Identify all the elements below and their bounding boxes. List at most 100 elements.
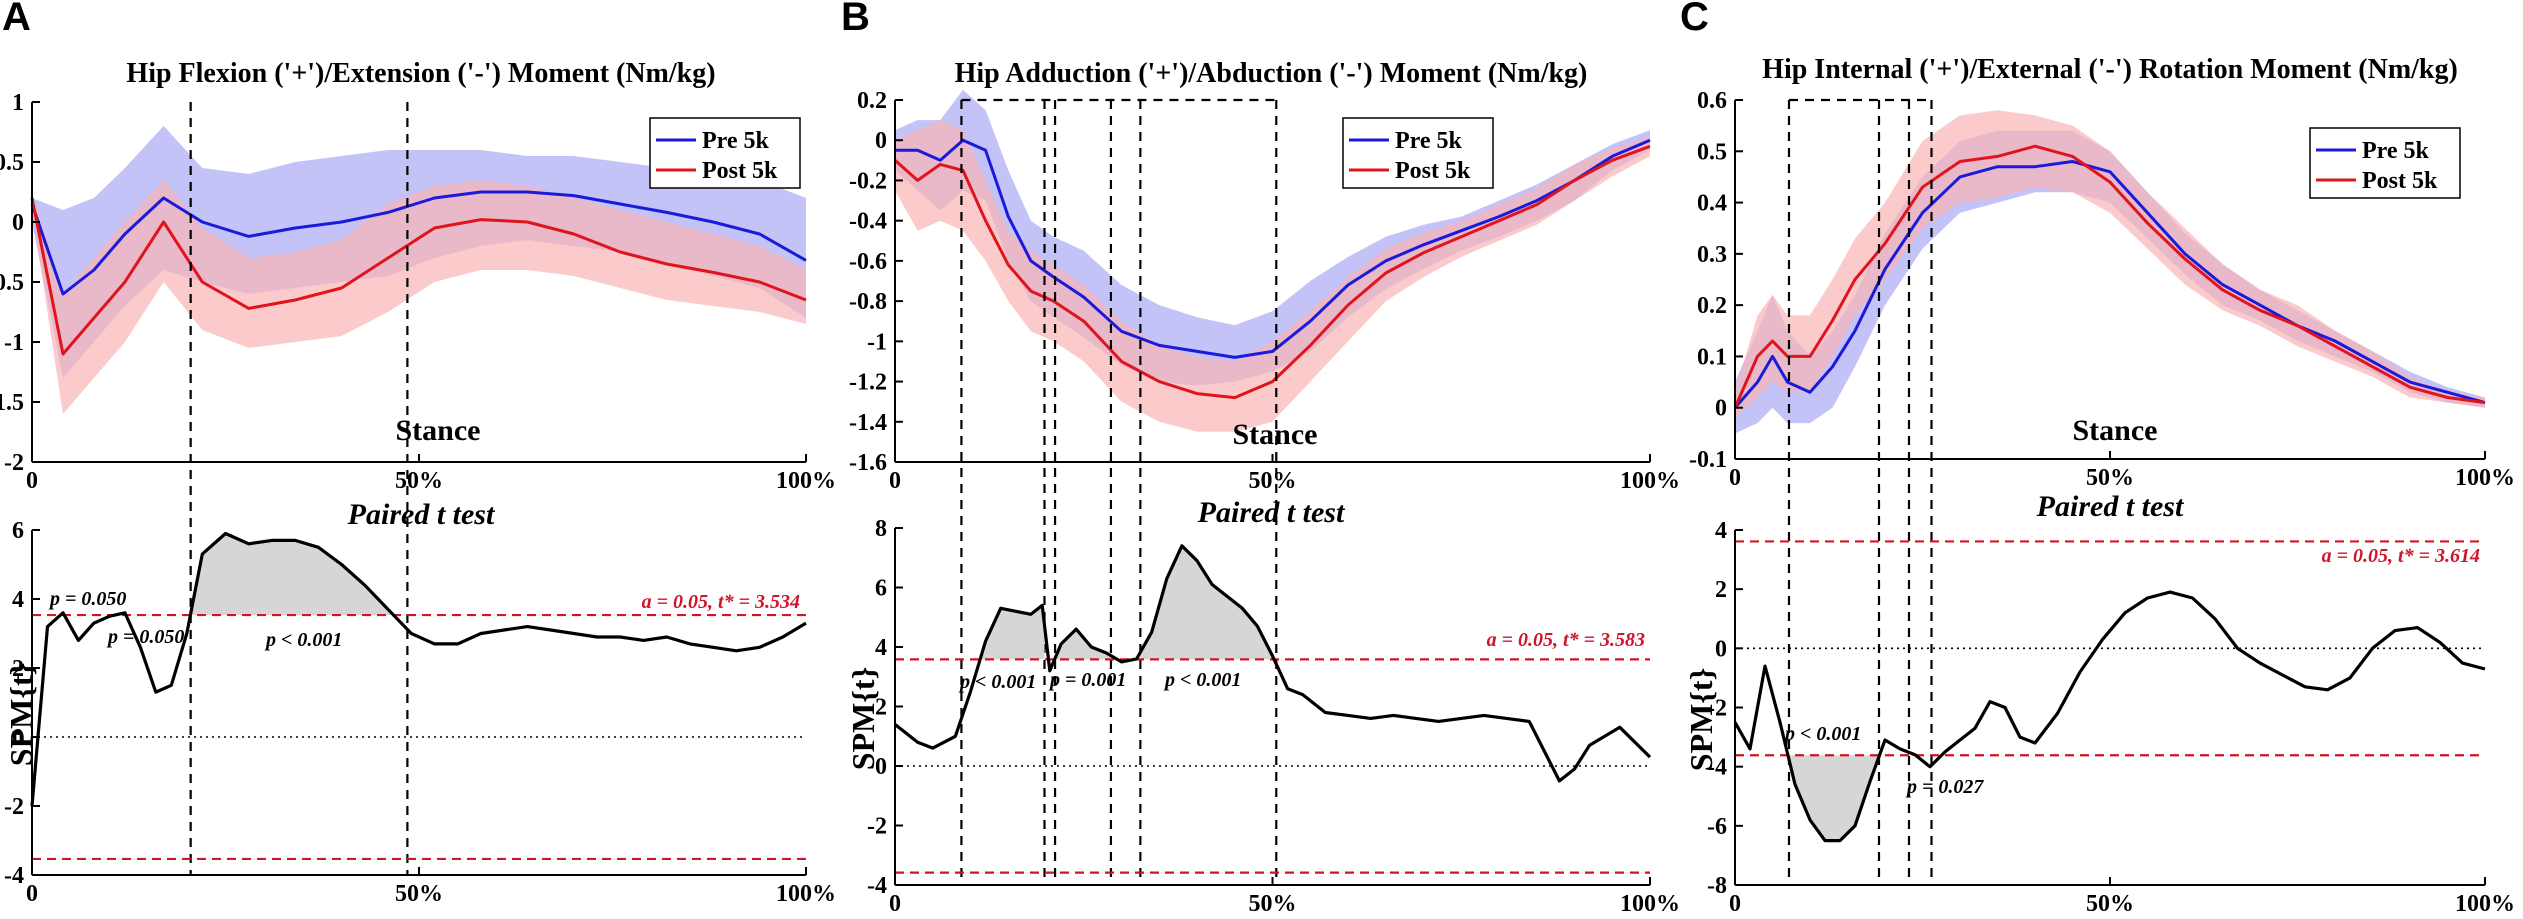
series-line-pre-5k — [30, 190, 807, 296]
y-tick-label: -1.2 — [849, 370, 887, 396]
x-tick-label: 50% — [1249, 891, 1297, 917]
test-subtitle: Paired t test — [1197, 496, 1346, 529]
spm-ylabel: SPM{t} — [845, 667, 881, 770]
x-tick-label: 100% — [776, 881, 836, 907]
y-tick-label: 4 — [12, 587, 24, 613]
y-tick-label: -0.6 — [849, 249, 887, 275]
y-tick-label: -1.5 — [0, 390, 24, 416]
p-value-label: p = 0.027 — [1905, 776, 1984, 798]
y-tick-label: -0.5 — [0, 270, 24, 296]
stance-annotation: Stance — [1233, 418, 1318, 451]
x-tick-label: 0 — [26, 881, 38, 907]
y-tick-label: -6 — [1707, 814, 1727, 840]
y-tick-label: 1 — [12, 90, 24, 116]
panel-a: -2 -1.5 -1 -0.5 0 0.5 1 0 50% 100% A Hip Flexion ('… — [0, 0, 836, 907]
suprathreshold-cluster — [961, 606, 1045, 660]
y-tick-label: 6 — [875, 576, 887, 602]
y-tick-label: 0 — [12, 725, 24, 751]
x-tick-label: 0 — [889, 468, 901, 494]
y-tick-label: 0.2 — [857, 88, 887, 114]
chart-title: Hip Adduction ('+')/Abduction ('-') Mome… — [955, 58, 1588, 89]
y-tick-label: -4 — [4, 863, 24, 889]
legend-entry: Post 5k — [702, 158, 778, 184]
y-tick-label: -0.8 — [849, 289, 887, 315]
y-tick-label: 0.1 — [1697, 344, 1727, 370]
x-tick-label: 50% — [2086, 891, 2134, 917]
y-tick-label: -1.4 — [849, 410, 887, 436]
threshold-label: a = 0.05, t* = 3.614 — [2322, 545, 2480, 567]
y-tick-label: -2 — [4, 794, 24, 820]
suprathreshold-cluster — [190, 533, 408, 616]
y-tick-label: 0.4 — [1697, 191, 1727, 217]
y-tick-label: 8 — [875, 516, 887, 542]
p-value-label: p = 0.001 — [1048, 669, 1126, 691]
y-tick-label: 0 — [12, 210, 24, 236]
series-line-post-5k — [1733, 144, 2486, 409]
spm-ylabel: SPM{t} — [3, 663, 39, 766]
y-tick-label: -4 — [867, 873, 887, 899]
spm-t-trajectory — [30, 531, 807, 807]
y-tick-label: -8 — [1707, 873, 1727, 899]
y-tick-label: 2 — [12, 656, 24, 682]
x-tick-label: 0 — [1729, 891, 1741, 917]
legend-box — [649, 117, 801, 189]
test-subtitle: Paired t test — [347, 498, 496, 531]
suprathreshold-cluster — [1051, 629, 1111, 660]
panel-label: A — [2, 0, 31, 39]
y-tick-label: -0.1 — [1689, 447, 1727, 473]
test-subtitle: Paired t test — [2036, 490, 2185, 523]
series-line-pre-5k — [1733, 160, 2486, 409]
suprathreshold-cluster — [1140, 545, 1277, 660]
spm-t-trajectory — [1733, 590, 2486, 843]
spm-ylabel: SPM{t} — [1683, 668, 1719, 771]
y-tick-label: -1 — [4, 330, 24, 356]
y-tick-label: 0.6 — [1697, 88, 1727, 114]
y-tick-label: 0.5 — [0, 150, 24, 176]
stance-annotation: Stance — [396, 414, 481, 447]
y-tick-label: 0 — [875, 754, 887, 780]
p-value-label: p < 0.001 — [1783, 723, 1861, 745]
y-tick-label: 6 — [12, 518, 24, 544]
band-post-5k — [32, 180, 806, 414]
x-tick-label: 50% — [1249, 468, 1297, 494]
y-tick-label: 0 — [875, 128, 887, 154]
legend-entry: Post 5k — [2362, 168, 2438, 194]
y-tick-label: -1 — [867, 329, 887, 355]
x-tick-label: 100% — [2455, 465, 2515, 491]
chart-title: Hip Flexion ('+')/Extension ('-') Moment… — [126, 58, 715, 89]
x-tick-label: 0 — [889, 891, 901, 917]
legend-entry: Post 5k — [1395, 158, 1471, 184]
y-tick-label: 0 — [1715, 636, 1727, 662]
x-tick-label: 100% — [1620, 891, 1680, 917]
legend-box — [1342, 117, 1494, 189]
panel-label: C — [1680, 0, 1709, 39]
x-tick-label: 100% — [1620, 468, 1680, 494]
threshold-label: a = 0.05, t* = 3.534 — [642, 591, 800, 613]
chart-title: Hip Internal ('+')/External ('-') Rotati… — [1762, 54, 2458, 85]
panel-b: -1.6 -1.4 -1.2 -1 -0.8 -0.6 -0.4 -0.2 0 0.2 0 50% 10… — [841, 0, 1680, 917]
y-tick-label: -0.4 — [849, 209, 887, 235]
y-tick-label: -2 — [1707, 696, 1727, 722]
legend-entry: Pre 5k — [2362, 138, 2430, 164]
threshold-label: a = 0.05, t* = 3.583 — [1487, 629, 1645, 651]
series-line-pre-5k — [895, 138, 1651, 359]
y-tick-label: 2 — [875, 695, 887, 721]
p-value-label: p < 0.001 — [1163, 669, 1241, 691]
p-value-label: p = 0.050 — [48, 588, 126, 610]
legend-entry: Pre 5k — [702, 128, 770, 154]
legend-box — [2309, 127, 2461, 199]
series-line-post-5k — [894, 144, 1651, 400]
spm-t-trajectory — [894, 544, 1652, 783]
y-tick-label: 4 — [875, 635, 887, 661]
p-value-label: p < 0.001 — [264, 629, 342, 651]
y-tick-label: 2 — [1715, 577, 1727, 603]
panel-label: B — [841, 0, 870, 39]
x-tick-label: 50% — [395, 468, 443, 494]
y-tick-label: -1.6 — [849, 450, 887, 476]
y-tick-label: 0.5 — [1697, 139, 1727, 165]
p-value-label: p < 0.001 — [958, 671, 1036, 693]
x-tick-label: 50% — [2086, 465, 2134, 491]
y-tick-label: 4 — [1715, 518, 1727, 544]
y-tick-label: -2 — [867, 814, 887, 840]
